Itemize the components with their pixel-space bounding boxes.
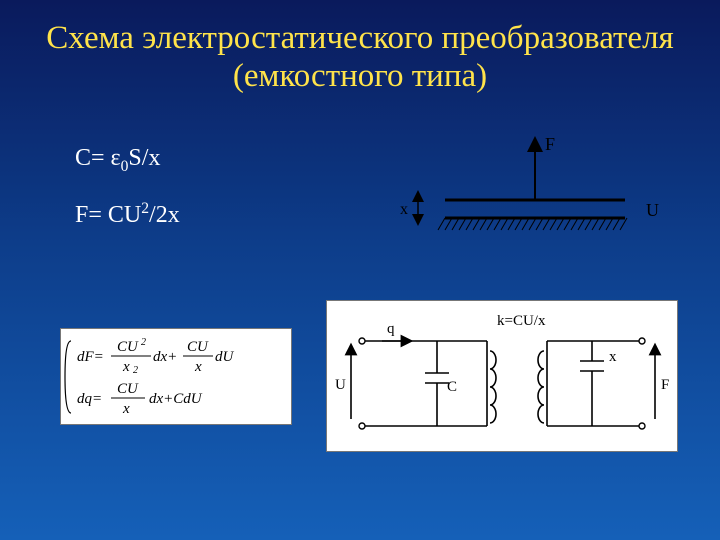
label-U: U (646, 200, 659, 220)
svg-text:dx+: dx+ (153, 349, 177, 365)
label-k: k=CU/x (497, 313, 546, 329)
formula-c-part1: C= ε (75, 145, 121, 171)
derivative-panel: dF= CU2 x2 dx+ CU x dU dq= CU x dx+CdU (60, 328, 292, 425)
label-F2: F (661, 377, 669, 393)
label-U2: U (335, 377, 346, 393)
plate-diagram: F x U (350, 130, 670, 240)
label-F: F (545, 134, 555, 154)
label-q: q (387, 321, 395, 337)
svg-text:dq=: dq= (77, 391, 102, 407)
svg-text:dF=: dF= (77, 349, 104, 365)
svg-text:2: 2 (133, 365, 138, 376)
label-x: x (400, 201, 408, 218)
svg-text:CU: CU (117, 381, 139, 397)
formula-f-tail: /2x (149, 202, 180, 228)
label-x2: x (609, 349, 617, 365)
formula-capacitance: C= ε0S/x (75, 145, 160, 176)
svg-text:x: x (194, 359, 202, 375)
svg-text:x: x (122, 401, 130, 417)
svg-text:CU: CU (187, 339, 209, 355)
svg-text:2: 2 (141, 337, 146, 348)
slide-title: Схема электростатического преобразовател… (0, 20, 720, 96)
formula-f-sup: 2 (141, 200, 149, 217)
svg-text:dU: dU (215, 349, 235, 365)
svg-text:x: x (122, 359, 130, 375)
formula-f-part1: F= CU (75, 202, 141, 228)
formula-c-tail: S/x (128, 145, 160, 171)
slide: Схема электростатического преобразовател… (0, 0, 720, 540)
formula-force: F= CU2/2x (75, 200, 180, 229)
svg-text:dx+CdU: dx+CdU (149, 391, 203, 407)
twoport-panel: k=CU/x q U C x F (326, 300, 678, 452)
svg-text:CU: CU (117, 339, 139, 355)
label-C: C (447, 379, 457, 395)
